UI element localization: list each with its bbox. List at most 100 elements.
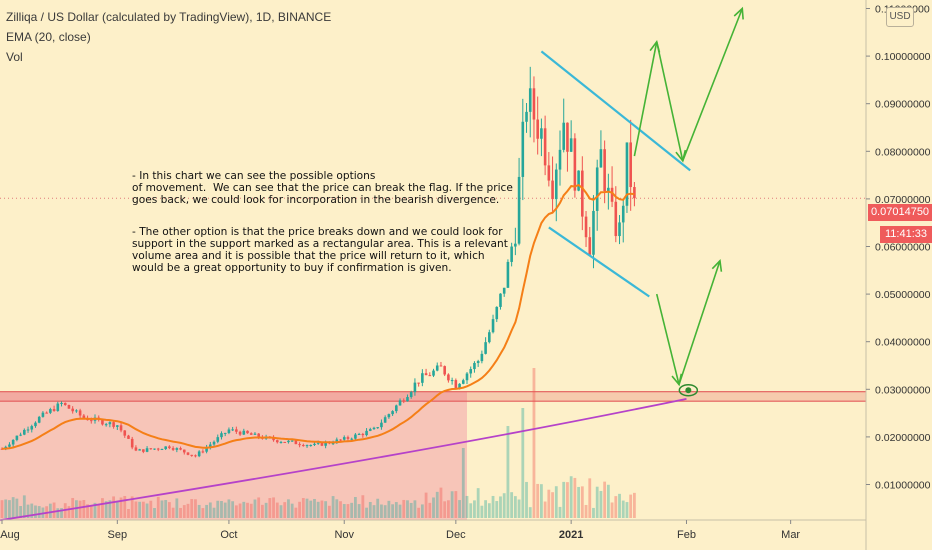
candle xyxy=(432,370,435,376)
volume-bar xyxy=(372,505,376,518)
candle xyxy=(398,400,402,406)
volume-bar xyxy=(339,501,342,518)
candle xyxy=(231,429,234,431)
volume-bar xyxy=(335,499,339,518)
volume-bar xyxy=(551,492,554,518)
candle xyxy=(186,452,190,455)
volume-bar xyxy=(476,488,480,518)
volume-bar xyxy=(89,506,93,518)
y-tick-label: 0.03000000 xyxy=(875,384,931,396)
y-tick-label: 0.07000000 xyxy=(875,194,931,206)
volume-bar xyxy=(614,496,618,518)
candle xyxy=(361,433,365,436)
candle xyxy=(67,404,71,409)
x-tick-label: Dec xyxy=(446,529,466,541)
candle xyxy=(223,432,227,434)
ema-line xyxy=(1,183,635,450)
volume-bar xyxy=(450,491,454,518)
candle xyxy=(82,415,86,419)
candle xyxy=(60,402,63,404)
volume-bar xyxy=(491,495,495,518)
candle xyxy=(212,441,216,445)
volume-bar xyxy=(469,503,473,518)
candle xyxy=(540,128,543,139)
volume-bar xyxy=(316,501,320,518)
x-tick-label: Aug xyxy=(0,529,20,541)
volume-bar xyxy=(93,502,97,518)
volume-legend[interactable]: Vol xyxy=(6,50,23,64)
volume-bar xyxy=(134,501,138,518)
volume-bar xyxy=(123,495,127,518)
volume-bar xyxy=(618,493,621,518)
candle xyxy=(52,409,56,411)
candle xyxy=(89,420,93,422)
candle xyxy=(142,449,145,452)
y-tick-label: 0.05000000 xyxy=(875,289,931,301)
candle xyxy=(365,430,368,436)
candle xyxy=(569,138,573,152)
candle xyxy=(566,122,569,152)
candle xyxy=(621,205,625,223)
volume-bar xyxy=(506,426,510,518)
volume-bar xyxy=(547,489,551,518)
volume-bar xyxy=(153,508,156,518)
ema-legend[interactable]: EMA (20, close) xyxy=(6,30,91,44)
volume-bar xyxy=(283,502,287,518)
candle xyxy=(287,440,290,443)
x-tick-label: 2021 xyxy=(559,529,583,541)
candle xyxy=(316,442,320,444)
volume-bar xyxy=(342,504,346,518)
volume-bar xyxy=(30,503,34,518)
candle xyxy=(372,427,376,430)
currency-button[interactable]: USD xyxy=(886,7,914,27)
candle xyxy=(625,142,629,206)
candle xyxy=(78,410,82,416)
candle xyxy=(402,400,406,402)
volume-bar xyxy=(320,500,324,518)
volume-bar xyxy=(461,448,465,518)
volume-bar xyxy=(19,505,22,518)
volume-bar xyxy=(439,487,443,518)
volume-bar xyxy=(361,495,365,518)
candle xyxy=(108,422,112,425)
candle xyxy=(439,365,443,367)
volume-bar xyxy=(86,504,89,518)
candle xyxy=(216,437,220,442)
candle xyxy=(354,434,357,439)
volume-bar xyxy=(603,481,607,518)
candle xyxy=(342,437,346,440)
volume-bar xyxy=(525,481,528,518)
candle xyxy=(562,122,566,150)
volume-bar xyxy=(186,503,190,518)
candle xyxy=(41,412,45,417)
candle xyxy=(123,430,127,436)
candle xyxy=(149,448,153,450)
candle xyxy=(395,405,398,412)
volume-bar xyxy=(354,497,357,518)
candle xyxy=(8,444,11,447)
volume-bar xyxy=(75,500,78,518)
candle xyxy=(458,383,461,389)
candle xyxy=(357,433,361,435)
volume-bar xyxy=(580,486,584,518)
volume-bar xyxy=(287,499,290,518)
volume-bar xyxy=(234,505,238,518)
volume-bar xyxy=(532,368,536,518)
candle xyxy=(220,433,223,438)
projection-arrow-up-1 xyxy=(633,41,658,157)
volume-bar xyxy=(223,502,227,518)
volume-bar xyxy=(227,499,231,518)
candle xyxy=(376,427,380,429)
volume-bar xyxy=(22,495,26,518)
candle xyxy=(275,440,279,443)
volume-bar xyxy=(435,491,439,518)
candle xyxy=(209,444,212,448)
volume-bar xyxy=(279,505,283,518)
volume-bar xyxy=(275,502,279,518)
volume-bar xyxy=(294,507,298,518)
candle xyxy=(383,417,387,423)
volume-bar xyxy=(205,504,208,518)
candle xyxy=(469,369,473,374)
